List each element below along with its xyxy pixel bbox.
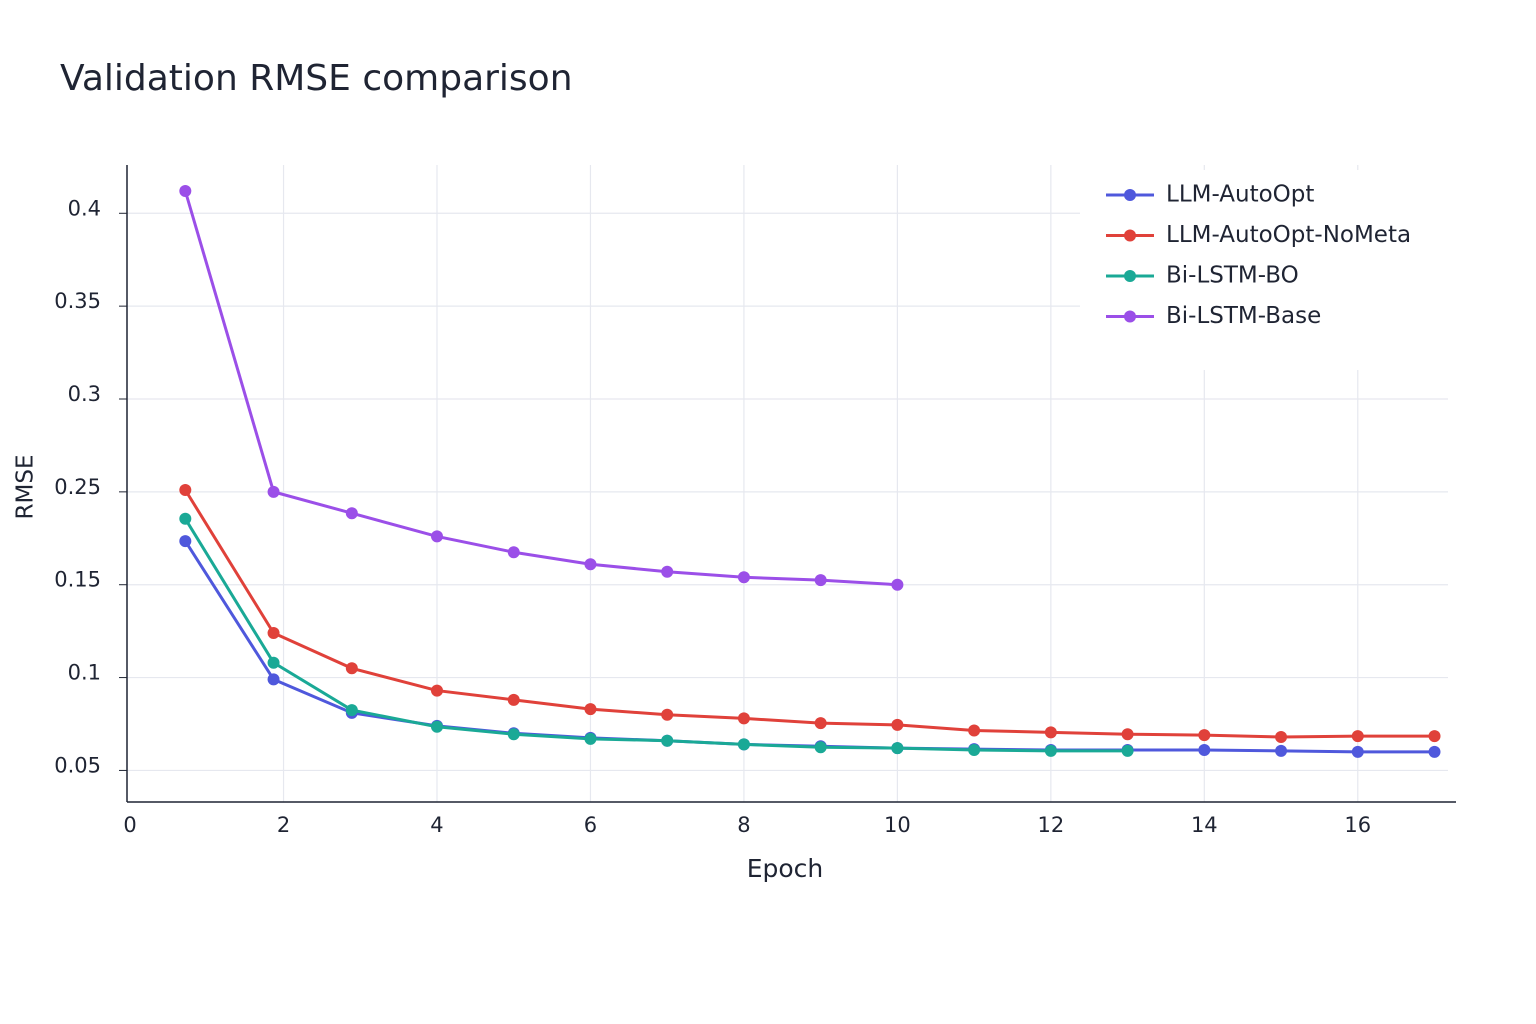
data-point [430,530,443,543]
data-point [179,185,192,197]
data-point [1044,744,1057,757]
series-line [184,489,1435,739]
data-point [737,571,750,584]
data-point [661,708,674,721]
data-point [267,627,280,639]
data-point [814,741,827,754]
data-point [1275,731,1288,743]
data-point [1198,729,1211,742]
data-point [507,728,520,741]
data-point [430,684,443,697]
series [179,512,1134,757]
data-point [267,673,280,686]
y-tick-label: 0.15 [54,568,101,592]
x-axis-label: Epoch [747,854,824,883]
data-point [737,712,750,725]
chart-title: Validation RMSE comparison [60,58,573,99]
data-point [345,507,358,520]
data-point [507,546,520,559]
data-point [1428,745,1441,758]
data-point [1428,730,1441,743]
data-point [891,578,904,591]
series-line [184,540,1435,754]
data-point [1044,726,1057,739]
data-point [267,656,280,669]
data-point [1351,745,1364,758]
y-tick-label: 0.25 [54,475,101,499]
legend-label: LLM-AutoOpt-NoMeta [1166,222,1411,248]
legend-marker [1124,229,1136,242]
data-point [968,744,981,756]
data-point [430,720,443,733]
legend-marker [1124,189,1136,201]
x-tick-label: 8 [737,813,750,837]
y-tick-label: 0.05 [54,753,101,777]
legend-label: Bi-LSTM-Base [1166,303,1321,329]
data-point [1275,744,1288,757]
data-point [968,724,981,737]
series-line [184,518,1128,753]
data-point [1121,728,1134,741]
data-point [814,717,827,730]
data-point [507,693,520,706]
y-tick-label: 0.35 [54,289,101,313]
x-tick-label: 4 [430,813,443,837]
series [179,185,904,591]
data-point [661,734,674,747]
y-tick-label: 0.4 [68,196,101,220]
legend-label: LLM-AutoOpt [1166,182,1314,208]
data-point [891,742,904,755]
data-point [814,574,827,587]
data-point [661,565,674,578]
x-tick-label: 2 [277,813,290,837]
legend-marker [1124,270,1136,282]
x-tick-label: 0 [123,813,136,837]
data-point [1198,744,1211,756]
x-tick-label: 12 [1037,813,1064,837]
data-point [891,718,904,731]
data-point [737,738,750,751]
x-tick-label: 16 [1344,813,1371,837]
data-point [179,484,192,496]
data-point [584,732,597,745]
x-tick-label: 14 [1191,813,1218,837]
data-point [584,703,597,716]
legend-background [1080,170,1456,370]
series-line [183,190,898,587]
data-point [584,558,597,571]
data-point [1351,730,1364,743]
y-tick-label: 0.3 [68,382,101,406]
data-point [267,485,280,498]
x-tick-label: 6 [584,813,597,837]
data-point [1121,744,1134,757]
data-point [345,662,358,675]
legend-label: Bi-LSTM-BO [1166,263,1299,289]
series [179,484,1441,743]
series [179,535,1441,758]
x-tick-label: 10 [884,813,911,837]
data-point [179,535,192,548]
data-point [345,704,358,717]
y-axis-label: RMSE [13,455,39,520]
data-point [179,512,192,525]
legend-marker [1124,310,1136,323]
y-tick-label: 0.1 [68,661,101,685]
